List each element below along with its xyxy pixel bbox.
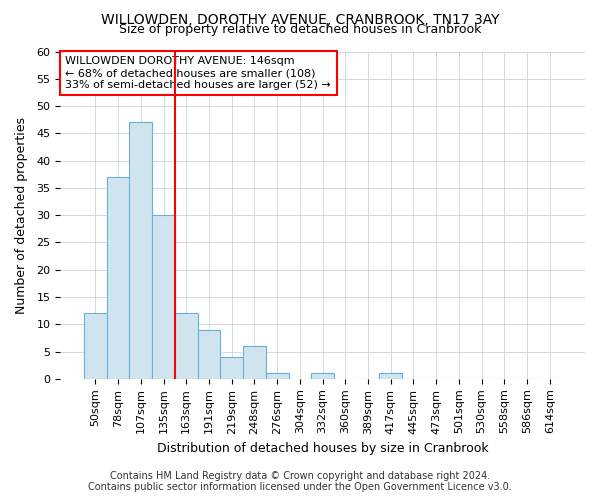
Bar (266, 374, 289, 379)
Bar (152, 215, 175, 379)
Text: WILLOWDEN DOROTHY AVENUE: 146sqm
← 68% of detached houses are smaller (108)
33% : WILLOWDEN DOROTHY AVENUE: 146sqm ← 68% o… (65, 56, 331, 90)
Bar (130, 122, 152, 379)
Bar (379, 374, 402, 379)
Text: Contains HM Land Registry data © Crown copyright and database right 2024.
Contai: Contains HM Land Registry data © Crown c… (88, 471, 512, 492)
X-axis label: Distribution of detached houses by size in Cranbrook: Distribution of detached houses by size … (157, 442, 488, 455)
Bar (84, 314, 107, 379)
Bar (197, 330, 220, 379)
Bar (243, 346, 266, 379)
Text: WILLOWDEN, DOROTHY AVENUE, CRANBROOK, TN17 3AY: WILLOWDEN, DOROTHY AVENUE, CRANBROOK, TN… (101, 12, 499, 26)
Bar (311, 374, 334, 379)
Bar (220, 357, 243, 379)
Bar (175, 314, 197, 379)
Bar (107, 177, 130, 379)
Text: Size of property relative to detached houses in Cranbrook: Size of property relative to detached ho… (119, 22, 481, 36)
Y-axis label: Number of detached properties: Number of detached properties (15, 116, 28, 314)
